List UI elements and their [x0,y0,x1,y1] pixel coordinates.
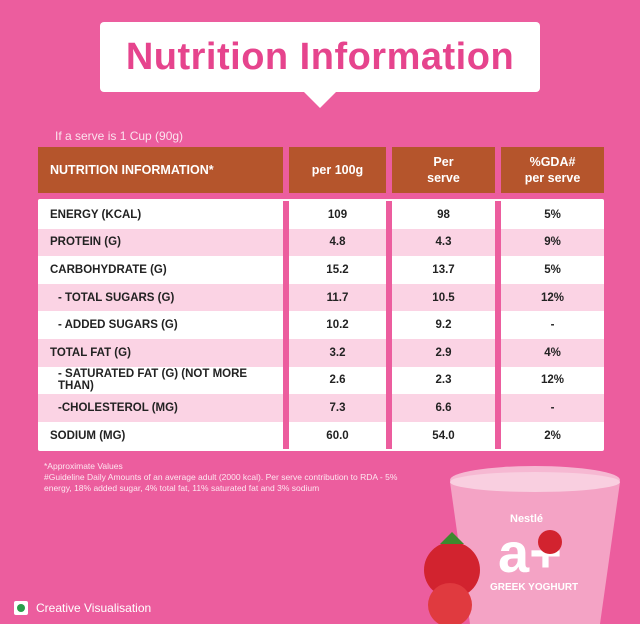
nutrition-table: NUTRITION INFORMATION* per 100g Per serve %G… [38,147,604,452]
table-row: ENERGY (KCAL) 109 98 5% [38,201,604,229]
table-row: - TOTAL SUGARS (G) 11.7 10.5 12% [38,283,604,312]
table-row: PROTEIN (G) 4.8 4.3 9% [38,228,604,257]
title-box: Nutrition Information [100,22,540,92]
table-row: CARBOHYDRATE (G) 15.2 13.7 5% [38,256,604,284]
table-cell: - [495,311,604,339]
badge-text: Creative Visualisation [36,601,152,615]
header-cell: per 100g [289,147,386,193]
table-cell: 5% [495,201,604,229]
table-row: - ADDED SUGARS (G) 10.2 9.2- [38,311,604,339]
table-cell: 98 [386,201,495,229]
badge-icon [14,601,28,615]
table-cell: 10.2 [283,311,386,339]
table-cell: 6.6 [386,394,495,422]
header-text: NUTRITION INFORMATION* [50,163,214,177]
header-text: serve [427,171,460,185]
product-name: GREEK YOGHURT [490,582,578,593]
footnote: #Guideline Daily Amounts of an average a… [44,472,398,493]
header-text: per serve [524,171,581,185]
header-row: NUTRITION INFORMATION* per 100g Per serve %G… [38,147,604,193]
table-cell: 109 [283,201,386,229]
cup-body [450,482,620,624]
table-cell: -CHOLESTEROL (MG) [58,401,178,414]
table-cell: 9.2 [386,311,495,339]
header-text: %GDA# [529,155,576,169]
table-body: ENERGY (KCAL) 109 98 5% PROTEIN (G) 4.8 4.3 9% C… [38,199,604,452]
table-cell: ENERGY (KCAL) [50,208,142,221]
header-text: Per [433,155,454,169]
table-cell: - SATURATED FAT (G) (NOT MORE THAN) [58,368,248,393]
header-cell: %GDA# per serve [501,147,604,193]
table-cell: TOTAL FAT (G) [50,346,131,359]
table-row: - SATURATED FAT (G) (NOT MORE THAN) 2.6 2.… [38,366,604,395]
cup-rim [450,472,620,492]
table-cell: - TOTAL SUGARS (G) [58,291,175,304]
header-cell: NUTRITION INFORMATION* [38,147,283,193]
brand: Nestlé [510,513,543,525]
table-cell: 7.3 [283,394,386,422]
table-cell: 2.3 [386,366,495,395]
header-text: per 100g [311,163,364,177]
table-cell: - [495,394,604,422]
table-cell: 12% [495,366,604,395]
table-cell: 13.7 [386,256,495,284]
strawberry [424,542,480,598]
header-cell: Per serve [392,147,495,193]
table-cell: PROTEIN (G) [50,236,121,249]
table-cell: 11.7 [283,283,386,312]
product-image: Nestlé a+ GREEK YOGHURT [424,466,620,624]
table-cell: 12% [495,283,604,312]
table-cell: 10.5 [386,283,495,312]
table-cell: SODIUM (MG) [50,429,126,442]
table-cell: 15.2 [283,256,386,284]
table-row: -CHOLESTEROL (MG) 7.3 6.6- [38,394,604,422]
table-cell: - ADDED SUGARS (G) [58,319,178,332]
strawberry-leaf [440,532,464,544]
table-cell: 54.0 [386,421,495,450]
table-cell: 9% [495,228,604,257]
table-row: SODIUM (MG) 60.0 54.0 2% [38,421,604,450]
table-cell: CARBOHYDRATE (G) [50,263,167,276]
table-cell: 4.3 [386,228,495,257]
badge: Creative Visualisation [14,601,151,615]
table-cell: 2% [495,421,604,450]
table-row: TOTAL FAT (G) 3.2 2.9 4% [38,338,604,367]
table-cell: 2.9 [386,338,495,367]
table-cell: 2.6 [283,366,386,395]
strawberry [428,583,472,624]
strawberry [538,530,562,554]
table-cell: 60.0 [283,421,386,450]
serve-note: If a serve is 1 Cup (90g) [55,129,184,143]
table-cell: 4% [495,338,604,367]
table-cell: 5% [495,256,604,284]
table-cell: 3.2 [283,338,386,367]
footnotes: *Approximate Values #Guideline Daily Amou… [44,461,424,494]
title: Nutrition Information [125,35,515,78]
pointer [303,91,337,108]
footnote: *Approximate Values [44,461,123,471]
table-cell: 4.8 [283,228,386,257]
